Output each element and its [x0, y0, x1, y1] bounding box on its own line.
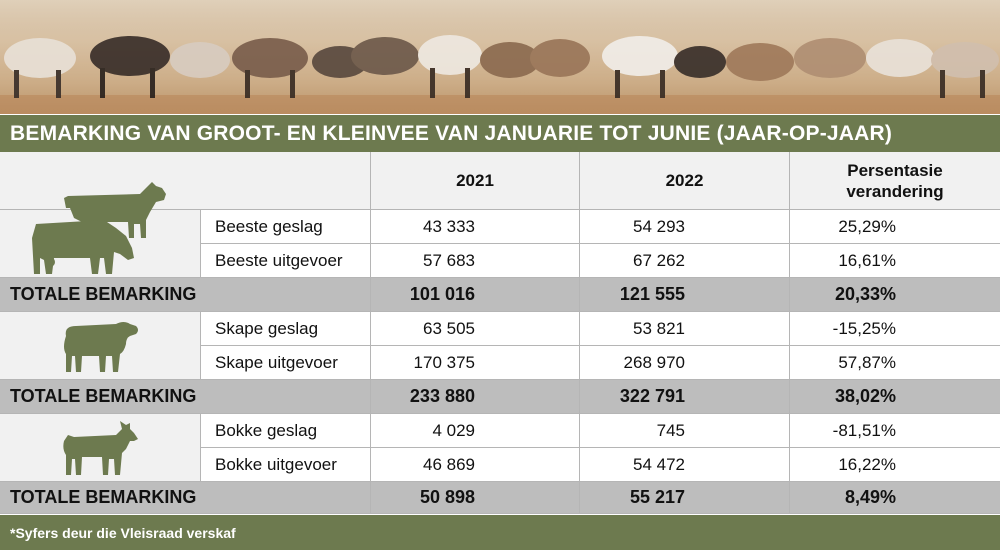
percentage-change: 25,29% — [790, 210, 1000, 244]
percentage-change: -15,25% — [790, 312, 1000, 346]
percentage-change: -81,51% — [790, 414, 1000, 448]
value-2022: 54 293 — [580, 210, 790, 244]
row-label: Beeste geslag — [201, 210, 371, 244]
total-label: TOTALE BEMARKING — [0, 482, 371, 514]
row-label: Bokke uitgevoer — [201, 448, 371, 482]
total-2022: 322 791 — [580, 380, 790, 414]
header-2022: 2022 — [580, 152, 790, 210]
value-2022: 67 262 — [580, 244, 790, 278]
total-percentage-change: 38,02% — [790, 380, 1000, 414]
value-2022: 268 970 — [580, 346, 790, 380]
percentage-change: 57,87% — [790, 346, 1000, 380]
value-2022: 745 — [580, 414, 790, 448]
total-row: TOTALE BEMARKING 101 016 121 555 20,33% — [0, 278, 1000, 312]
total-2021: 50 898 — [371, 482, 580, 514]
row-label: Beeste uitgevoer — [201, 244, 371, 278]
value-2021: 4 029 — [371, 414, 580, 448]
value-2022: 53 821 — [580, 312, 790, 346]
header-2021: 2021 — [371, 152, 580, 210]
table-row: Beeste uitgevoer 57 683 67 262 16,61% — [0, 244, 1000, 278]
percentage-change: 16,61% — [790, 244, 1000, 278]
header-percentage-line2: verandering — [846, 181, 944, 201]
herd-photo — [0, 0, 1000, 114]
total-2022: 55 217 — [580, 482, 790, 514]
table-row: Bokke uitgevoer 46 869 54 472 16,22% — [0, 448, 1000, 482]
total-percentage-change: 20,33% — [790, 278, 1000, 312]
total-label: TOTALE BEMARKING — [0, 380, 371, 414]
source-footnote-bar: *Syfers deur die Vleisraad verskaf — [0, 514, 1000, 550]
livestock-marketing-table: 2021 2022 Persentasie verandering Beeste… — [0, 152, 1000, 514]
goat-icon — [63, 420, 139, 475]
table-title: BEMARKING VAN GROOT- EN KLEINVEE VAN JAN… — [10, 121, 893, 145]
total-2021: 101 016 — [371, 278, 580, 312]
sheep-icon-cell — [0, 312, 201, 380]
total-percentage-change: 8,49% — [790, 482, 1000, 514]
row-label: Bokke geslag — [201, 414, 371, 448]
header-blank-cell — [0, 152, 371, 210]
total-row: TOTALE BEMARKING 233 880 322 791 38,02% — [0, 380, 1000, 414]
table-row: Skape geslag 63 505 53 821 -15,25% — [0, 312, 1000, 346]
value-2021: 46 869 — [371, 448, 580, 482]
total-2021: 233 880 — [371, 380, 580, 414]
table-row: Skape uitgevoer 170 375 268 970 57,87% — [0, 346, 1000, 380]
header-percentage-change: Persentasie verandering — [790, 152, 1000, 210]
sheep-icon — [64, 321, 138, 372]
goat-icon-cell — [0, 414, 201, 482]
row-label: Skape uitgevoer — [201, 346, 371, 380]
value-2021: 63 505 — [371, 312, 580, 346]
value-2021: 57 683 — [371, 244, 580, 278]
value-2021: 170 375 — [371, 346, 580, 380]
value-2021: 43 333 — [371, 210, 580, 244]
percentage-change: 16,22% — [790, 448, 1000, 482]
cattle-icon — [32, 182, 166, 274]
value-2022: 54 472 — [580, 448, 790, 482]
row-label: Skape geslag — [201, 312, 371, 346]
table-header-row: 2021 2022 Persentasie verandering — [0, 152, 1000, 210]
total-2022: 121 555 — [580, 278, 790, 312]
total-row: TOTALE BEMARKING 50 898 55 217 8,49% — [0, 482, 1000, 514]
total-label: TOTALE BEMARKING — [0, 278, 371, 312]
table-row: Bokke geslag 4 029 745 -81,51% — [0, 414, 1000, 448]
table-title-bar: BEMARKING VAN GROOT- EN KLEINVEE VAN JAN… — [0, 114, 1000, 152]
herd-of-sheep-and-goats-photo — [0, 0, 1000, 114]
source-footnote: *Syfers deur die Vleisraad verskaf — [10, 524, 236, 541]
header-percentage-line1: Persentasie — [847, 160, 943, 180]
table-row: Beeste geslag 43 333 54 293 25,29% — [0, 210, 1000, 244]
